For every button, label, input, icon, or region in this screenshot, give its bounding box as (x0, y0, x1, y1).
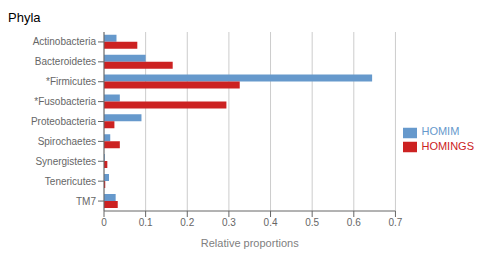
svg-text:0: 0 (101, 217, 107, 228)
svg-text:Spirochaetes: Spirochaetes (38, 136, 96, 147)
html-text:HOMIM: HOMIM (421, 125, 460, 138)
svg-text:0.7: 0.7 (388, 217, 402, 228)
svg-text:Synergistetes: Synergistetes (35, 156, 96, 167)
svg-text:*Fusobacteria: *Fusobacteria (34, 96, 96, 107)
svg-text:0.3: 0.3 (222, 217, 236, 228)
svg-text:*Firmicutes: *Firmicutes (46, 76, 96, 87)
svg-text:Bacteroidetes: Bacteroidetes (35, 56, 96, 67)
html-text:Phyla: Phyla (8, 10, 41, 25)
svg-text:Relative proportions: Relative proportions (201, 237, 299, 249)
svg-text:TM7: TM7 (76, 196, 96, 207)
svg-text:Proteobacteria: Proteobacteria (31, 116, 96, 127)
svg-text:Tenericutes: Tenericutes (45, 176, 96, 187)
svg-text:0.2: 0.2 (180, 217, 194, 228)
svg-text:0.5: 0.5 (305, 217, 319, 228)
svg-text:0.6: 0.6 (347, 217, 361, 228)
svg-text:0.1: 0.1 (139, 217, 153, 228)
svg-text:Actinobacteria: Actinobacteria (33, 36, 97, 47)
svg-text:0.4: 0.4 (264, 217, 278, 228)
html-text:HOMINGS: HOMINGS (421, 139, 474, 152)
